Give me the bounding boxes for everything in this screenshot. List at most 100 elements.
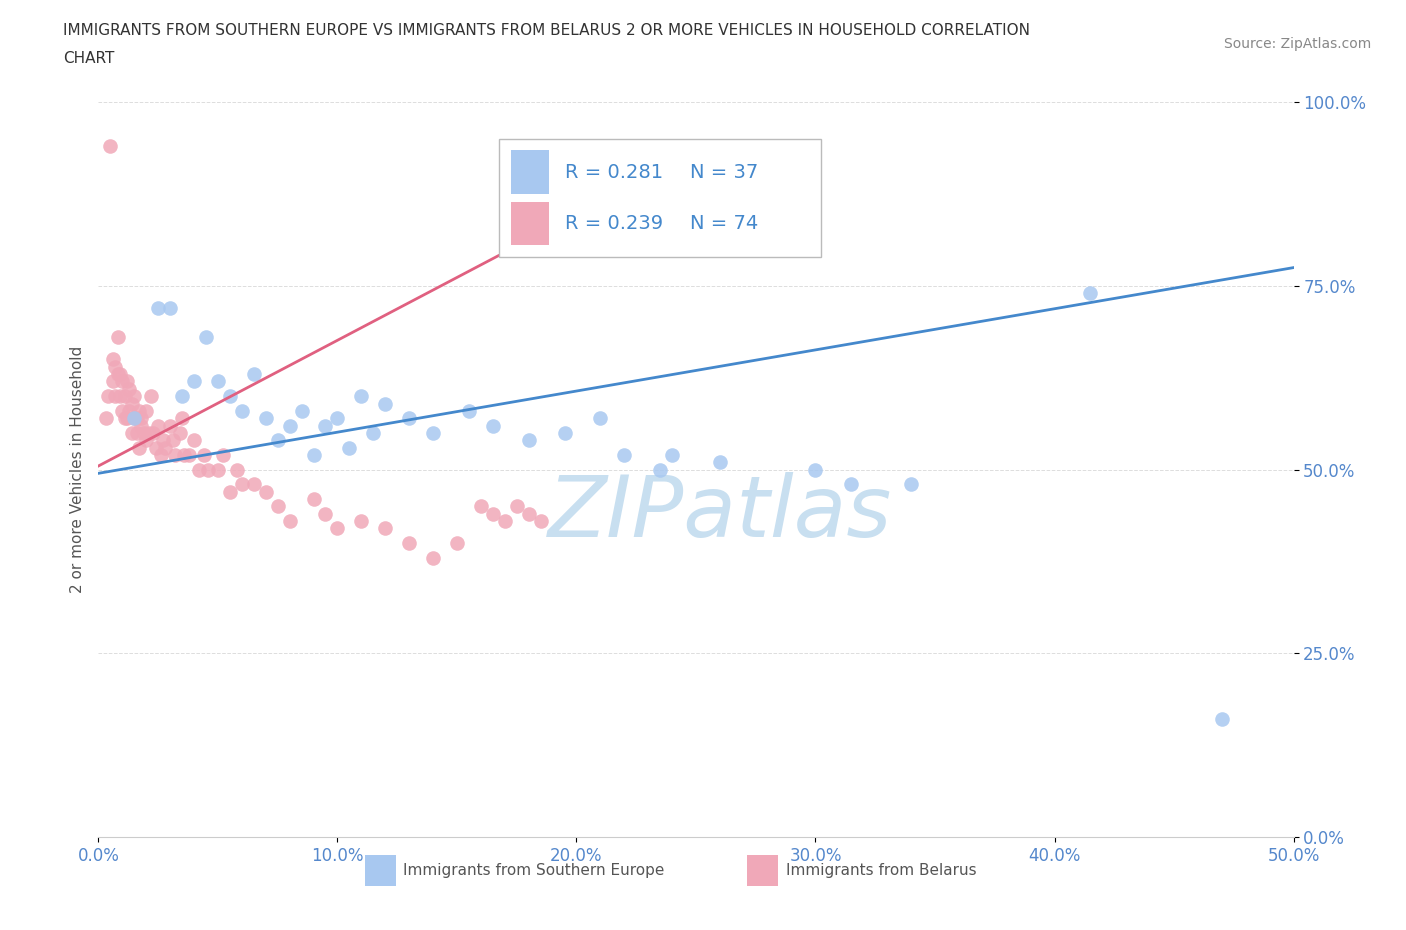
Point <box>481 506 505 521</box>
Point <box>254 411 277 426</box>
Point <box>128 404 150 418</box>
Point <box>108 389 131 404</box>
Text: Immigrants from Belarus: Immigrants from Belarus <box>786 863 976 878</box>
Point <box>613 447 636 462</box>
Point <box>219 389 242 404</box>
Point <box>195 330 218 345</box>
Point <box>179 447 201 462</box>
Point <box>131 418 153 433</box>
Point <box>121 426 143 441</box>
Point <box>152 432 174 447</box>
Text: N = 74: N = 74 <box>690 214 758 233</box>
FancyBboxPatch shape <box>748 856 779 886</box>
FancyBboxPatch shape <box>366 856 396 886</box>
Text: N = 37: N = 37 <box>690 163 758 181</box>
Point <box>149 447 172 462</box>
Point <box>422 426 444 441</box>
Point <box>517 506 540 521</box>
Point <box>125 426 148 441</box>
Point <box>302 492 325 507</box>
Point <box>148 418 170 433</box>
Point <box>107 366 129 381</box>
Point <box>363 426 385 441</box>
Point <box>159 300 181 315</box>
Point <box>118 404 141 418</box>
Point <box>159 418 181 433</box>
Point <box>104 389 127 404</box>
Point <box>589 411 612 426</box>
Point <box>173 447 195 462</box>
Point <box>267 498 290 513</box>
Point <box>1080 286 1102 300</box>
Point <box>302 447 325 462</box>
Point <box>267 432 290 447</box>
Point <box>135 404 157 418</box>
Point <box>104 359 127 374</box>
Point <box>94 411 117 426</box>
Point <box>517 432 540 447</box>
Point <box>398 411 420 426</box>
Text: Immigrants from Southern Europe: Immigrants from Southern Europe <box>404 863 665 878</box>
Point <box>128 440 150 455</box>
Point <box>278 513 301 528</box>
Point <box>554 426 576 441</box>
Point <box>97 389 120 404</box>
Point <box>135 432 157 447</box>
Text: IMMIGRANTS FROM SOUTHERN EUROPE VS IMMIGRANTS FROM BELARUS 2 OR MORE VEHICLES IN: IMMIGRANTS FROM SOUTHERN EUROPE VS IMMIG… <box>63 23 1031 38</box>
Point <box>254 485 277 499</box>
Point <box>169 426 191 441</box>
Point <box>211 447 233 462</box>
FancyBboxPatch shape <box>499 139 821 257</box>
FancyBboxPatch shape <box>510 151 548 193</box>
Point <box>139 389 162 404</box>
Point <box>661 447 683 462</box>
Point <box>172 411 194 426</box>
Point <box>115 374 138 389</box>
Point <box>339 440 361 455</box>
Point <box>1211 712 1233 727</box>
Point <box>841 477 863 492</box>
FancyBboxPatch shape <box>510 202 548 246</box>
Text: CHART: CHART <box>63 51 115 66</box>
Y-axis label: 2 or more Vehicles in Household: 2 or more Vehicles in Household <box>69 346 84 593</box>
Point <box>506 498 529 513</box>
Text: Source: ZipAtlas.com: Source: ZipAtlas.com <box>1223 37 1371 51</box>
Point <box>108 366 131 381</box>
Point <box>114 389 136 404</box>
Point <box>207 462 229 477</box>
Point <box>648 462 672 477</box>
Point <box>900 477 922 492</box>
Point <box>243 477 266 492</box>
Point <box>172 389 194 404</box>
Point <box>138 426 160 441</box>
Point <box>111 404 134 418</box>
Text: ZIPatlas: ZIPatlas <box>548 472 891 555</box>
Point <box>231 404 253 418</box>
Point <box>145 440 167 455</box>
Point <box>530 513 553 528</box>
Point <box>162 432 184 447</box>
Point <box>124 389 146 404</box>
Point <box>155 440 177 455</box>
Point <box>207 374 229 389</box>
Point <box>804 462 827 477</box>
Point <box>494 513 516 528</box>
Point <box>422 551 444 565</box>
Point <box>132 426 155 441</box>
Point <box>374 521 396 536</box>
Point <box>163 447 186 462</box>
Point <box>107 330 129 345</box>
Point <box>193 447 215 462</box>
Point <box>243 366 266 381</box>
Text: R = 0.239: R = 0.239 <box>565 214 662 233</box>
Point <box>148 300 170 315</box>
Point <box>446 536 468 551</box>
Point <box>124 411 146 426</box>
Point <box>124 411 146 426</box>
Point <box>315 418 337 433</box>
Point <box>326 411 349 426</box>
Point <box>278 418 301 433</box>
Point <box>350 513 373 528</box>
Point <box>101 374 124 389</box>
Point <box>98 139 122 153</box>
